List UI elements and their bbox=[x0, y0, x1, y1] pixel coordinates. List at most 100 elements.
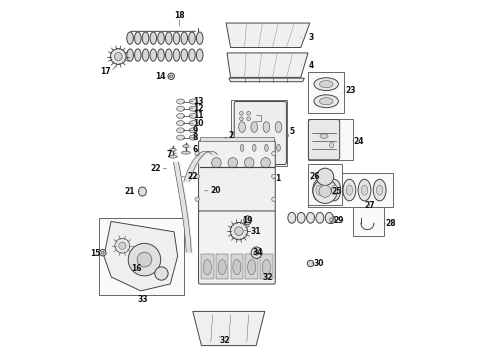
Ellipse shape bbox=[170, 148, 176, 151]
Ellipse shape bbox=[262, 260, 270, 275]
Ellipse shape bbox=[150, 32, 157, 44]
Ellipse shape bbox=[244, 216, 251, 225]
Text: 9: 9 bbox=[193, 126, 198, 135]
Bar bbox=[200, 137, 274, 141]
Ellipse shape bbox=[288, 212, 296, 223]
Bar bbox=[308, 72, 344, 113]
Text: 22: 22 bbox=[187, 172, 198, 181]
Ellipse shape bbox=[176, 135, 185, 140]
Ellipse shape bbox=[358, 179, 371, 201]
Ellipse shape bbox=[181, 151, 191, 154]
Text: 22: 22 bbox=[150, 164, 160, 173]
Ellipse shape bbox=[331, 185, 338, 195]
Ellipse shape bbox=[240, 117, 243, 121]
Ellipse shape bbox=[176, 128, 185, 133]
Ellipse shape bbox=[245, 158, 254, 168]
Text: 17: 17 bbox=[100, 68, 111, 77]
Ellipse shape bbox=[181, 49, 188, 61]
Ellipse shape bbox=[142, 49, 149, 61]
Polygon shape bbox=[193, 311, 265, 346]
Ellipse shape bbox=[313, 179, 325, 201]
Circle shape bbox=[235, 227, 243, 235]
Ellipse shape bbox=[343, 179, 356, 201]
Ellipse shape bbox=[176, 99, 185, 104]
Bar bbox=[245, 255, 258, 279]
Text: 34: 34 bbox=[252, 248, 263, 257]
Ellipse shape bbox=[251, 122, 258, 132]
Text: 19: 19 bbox=[243, 216, 253, 225]
Ellipse shape bbox=[263, 122, 270, 132]
Ellipse shape bbox=[314, 95, 339, 108]
Ellipse shape bbox=[196, 49, 203, 61]
Circle shape bbox=[115, 238, 130, 253]
Text: 1: 1 bbox=[275, 174, 281, 183]
Bar bbox=[308, 173, 392, 207]
Circle shape bbox=[137, 252, 152, 267]
Bar bbox=[260, 255, 273, 279]
FancyBboxPatch shape bbox=[308, 120, 340, 160]
Ellipse shape bbox=[189, 113, 197, 118]
Ellipse shape bbox=[346, 185, 353, 195]
Ellipse shape bbox=[127, 32, 133, 44]
Ellipse shape bbox=[361, 185, 368, 195]
Ellipse shape bbox=[247, 260, 256, 275]
Ellipse shape bbox=[327, 216, 335, 224]
Text: 27: 27 bbox=[364, 202, 374, 210]
Ellipse shape bbox=[254, 250, 259, 255]
Ellipse shape bbox=[240, 144, 244, 152]
Text: 12: 12 bbox=[193, 104, 203, 113]
Ellipse shape bbox=[196, 32, 203, 44]
Ellipse shape bbox=[271, 152, 276, 156]
Ellipse shape bbox=[195, 174, 199, 179]
Text: 25: 25 bbox=[331, 187, 342, 196]
Ellipse shape bbox=[314, 78, 339, 91]
Polygon shape bbox=[227, 53, 308, 77]
Circle shape bbox=[313, 179, 337, 203]
Ellipse shape bbox=[176, 113, 185, 118]
Ellipse shape bbox=[101, 251, 104, 254]
Bar bbox=[216, 255, 228, 279]
Ellipse shape bbox=[240, 112, 243, 115]
Ellipse shape bbox=[142, 32, 149, 44]
Ellipse shape bbox=[189, 135, 197, 140]
Bar bbox=[201, 255, 214, 279]
Text: 11: 11 bbox=[193, 111, 203, 120]
Ellipse shape bbox=[99, 249, 106, 256]
Ellipse shape bbox=[203, 260, 212, 275]
Text: 16: 16 bbox=[132, 264, 142, 273]
Circle shape bbox=[128, 243, 161, 276]
Polygon shape bbox=[226, 23, 310, 48]
Ellipse shape bbox=[173, 32, 180, 44]
Text: 29: 29 bbox=[333, 216, 343, 225]
Bar bbox=[231, 100, 287, 166]
Ellipse shape bbox=[168, 73, 174, 80]
Text: 30: 30 bbox=[314, 259, 324, 268]
Ellipse shape bbox=[218, 260, 226, 275]
Polygon shape bbox=[104, 221, 178, 291]
Ellipse shape bbox=[173, 49, 180, 61]
Ellipse shape bbox=[277, 144, 280, 152]
Ellipse shape bbox=[166, 32, 172, 44]
Text: 13: 13 bbox=[193, 97, 203, 106]
Ellipse shape bbox=[189, 99, 197, 104]
Text: 3: 3 bbox=[309, 33, 314, 42]
Ellipse shape bbox=[195, 152, 199, 156]
Ellipse shape bbox=[150, 49, 157, 61]
Ellipse shape bbox=[307, 260, 314, 267]
Text: 26: 26 bbox=[310, 172, 320, 181]
Ellipse shape bbox=[212, 158, 221, 168]
Text: 20: 20 bbox=[211, 186, 221, 195]
Text: 31: 31 bbox=[250, 227, 261, 236]
Ellipse shape bbox=[228, 158, 238, 168]
Ellipse shape bbox=[320, 134, 328, 138]
Ellipse shape bbox=[176, 106, 185, 111]
Ellipse shape bbox=[181, 32, 188, 44]
Ellipse shape bbox=[189, 32, 196, 44]
Text: 28: 28 bbox=[386, 219, 396, 228]
Ellipse shape bbox=[275, 122, 282, 132]
Ellipse shape bbox=[319, 98, 333, 105]
Circle shape bbox=[319, 185, 331, 197]
Text: 33: 33 bbox=[137, 295, 147, 304]
Text: 21: 21 bbox=[124, 187, 135, 196]
Ellipse shape bbox=[189, 49, 196, 61]
